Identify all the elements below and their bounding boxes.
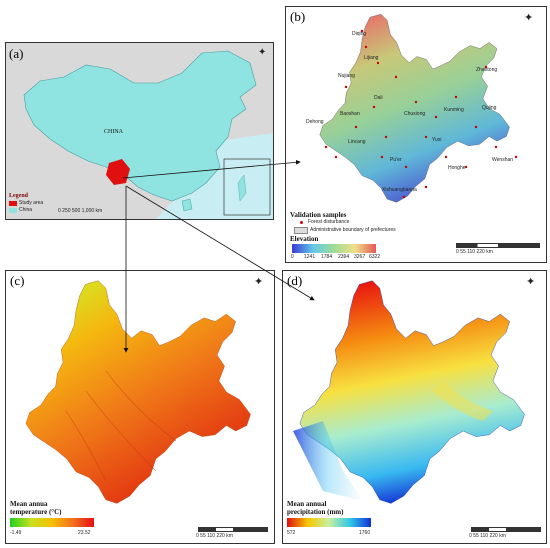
panel-d-scale-bar: 0 55 110 220 km bbox=[469, 533, 506, 539]
panel-c-scale-bar-line bbox=[198, 527, 268, 532]
city-label-xishuangbanna: Xishuangbanna bbox=[382, 187, 417, 193]
city-label-nujiang: Nujiang bbox=[338, 73, 355, 79]
precipitation-legend-title-line2: precipitation (mm) bbox=[287, 508, 344, 516]
elevation-color-ramp bbox=[292, 244, 376, 253]
panel-a-label: (a) bbox=[9, 46, 24, 61]
temperature-color-ramp bbox=[10, 518, 94, 527]
temperature-legend-title-line2: temperature (°C) bbox=[10, 508, 62, 516]
panel-c-scale-bar: 0 55 110 220 km bbox=[196, 533, 233, 539]
country-label: CHINA bbox=[104, 129, 123, 135]
city-label-baoshan: Baoshan bbox=[340, 111, 360, 117]
panel-c-temperature-map: (c) ✦ Mean annua temperature (°C) -1.49 … bbox=[5, 270, 275, 544]
forest-disturbance-points bbox=[324, 29, 518, 199]
city-label-diqing: Diqing bbox=[352, 31, 367, 37]
city-label-puer: Pu'er bbox=[390, 157, 402, 163]
city-label-kunming: Kunming bbox=[444, 107, 464, 113]
panel-d-label: (d) bbox=[287, 273, 303, 288]
city-label-lijiang: Lijiang bbox=[364, 55, 379, 61]
panel-b-scale-bar: 0 55 110 220 km bbox=[456, 249, 493, 255]
north-arrow-icon: ✦ bbox=[524, 11, 534, 24]
legend-title: Legend bbox=[9, 193, 29, 199]
panel-b-scale-bar-line bbox=[456, 243, 540, 248]
elevation-tick-0: 0 bbox=[291, 254, 294, 260]
panel-d-scale-bar-line bbox=[471, 527, 541, 532]
forest-disturbance-label: Forest disturbance bbox=[308, 219, 350, 225]
elevation-tick-3: 2394 bbox=[338, 254, 350, 260]
admin-boundary-label: Administrative boundary of prefectures bbox=[310, 227, 396, 233]
city-label-zhaotong: Zhaotong bbox=[476, 67, 498, 73]
elevation-tick-1: 1241 bbox=[304, 254, 316, 260]
temperature-map-graphic bbox=[25, 280, 252, 504]
elevation-tick-4: 3267 bbox=[354, 254, 366, 260]
legend-swatch-china bbox=[9, 208, 17, 213]
elevation-title: Elevation bbox=[290, 235, 319, 243]
temperature-max-value: 23.52 bbox=[78, 530, 91, 536]
city-label-honghe: Honghe bbox=[448, 165, 466, 171]
panel-d-precipitation-map: (d) ✦ Mean annual precipitation (mm) 572… bbox=[282, 270, 547, 544]
elevation-tick-5: 6322 bbox=[369, 254, 381, 260]
legend-label-study-area: Study area bbox=[19, 200, 44, 206]
city-label-qujing: Qujing bbox=[482, 105, 497, 111]
panel-b-elevation-map: (b) ✦ Lijiang Nujiang Dali Baoshan Chuxi… bbox=[285, 6, 547, 263]
city-label-yuxi: Yuxi bbox=[432, 137, 442, 143]
temperature-legend-title-line1: Mean annua bbox=[10, 500, 48, 508]
north-arrow-icon: ✦ bbox=[526, 275, 536, 288]
city-label-dali: Dali bbox=[374, 95, 383, 101]
precipitation-min-value: 572 bbox=[287, 530, 296, 536]
precipitation-color-ramp bbox=[287, 518, 371, 527]
precipitation-map-graphic bbox=[293, 280, 526, 504]
city-label-chuxiong: Chuxiong bbox=[404, 111, 426, 117]
panel-a-china-location-map: (a) CHINA ✦ Legend Study area China 0 25… bbox=[5, 42, 274, 220]
precipitation-max-value: 1760 bbox=[359, 530, 371, 536]
city-label-wenshan: Wenshan bbox=[492, 157, 514, 163]
temperature-min-value: -1.49 bbox=[10, 530, 22, 536]
legend-swatch-study-area bbox=[9, 201, 17, 206]
elevation-map-graphic bbox=[319, 13, 518, 203]
panel-c-label: (c) bbox=[10, 273, 25, 288]
panel-b-legend: Validation samples Forest disturbance Ad… bbox=[290, 211, 450, 261]
city-label-lincang: Lincang bbox=[348, 139, 366, 145]
precipitation-legend-title-line1: Mean annual bbox=[287, 500, 327, 508]
admin-boundary-swatch bbox=[294, 227, 308, 234]
panel-a-scale-bar: 0 250 500 1,000 km bbox=[58, 208, 103, 214]
north-arrow-icon: ✦ bbox=[258, 47, 267, 58]
validation-samples-title: Validation samples bbox=[290, 211, 347, 219]
elevation-tick-2: 1784 bbox=[321, 254, 333, 260]
panel-a-legend: Legend Study area China bbox=[9, 193, 53, 217]
city-label-dehong: Dehong bbox=[306, 119, 324, 125]
forest-disturbance-symbol bbox=[300, 221, 303, 224]
legend-label-china: China bbox=[19, 207, 33, 213]
north-arrow-icon: ✦ bbox=[254, 275, 264, 288]
panel-b-label: (b) bbox=[290, 9, 306, 24]
